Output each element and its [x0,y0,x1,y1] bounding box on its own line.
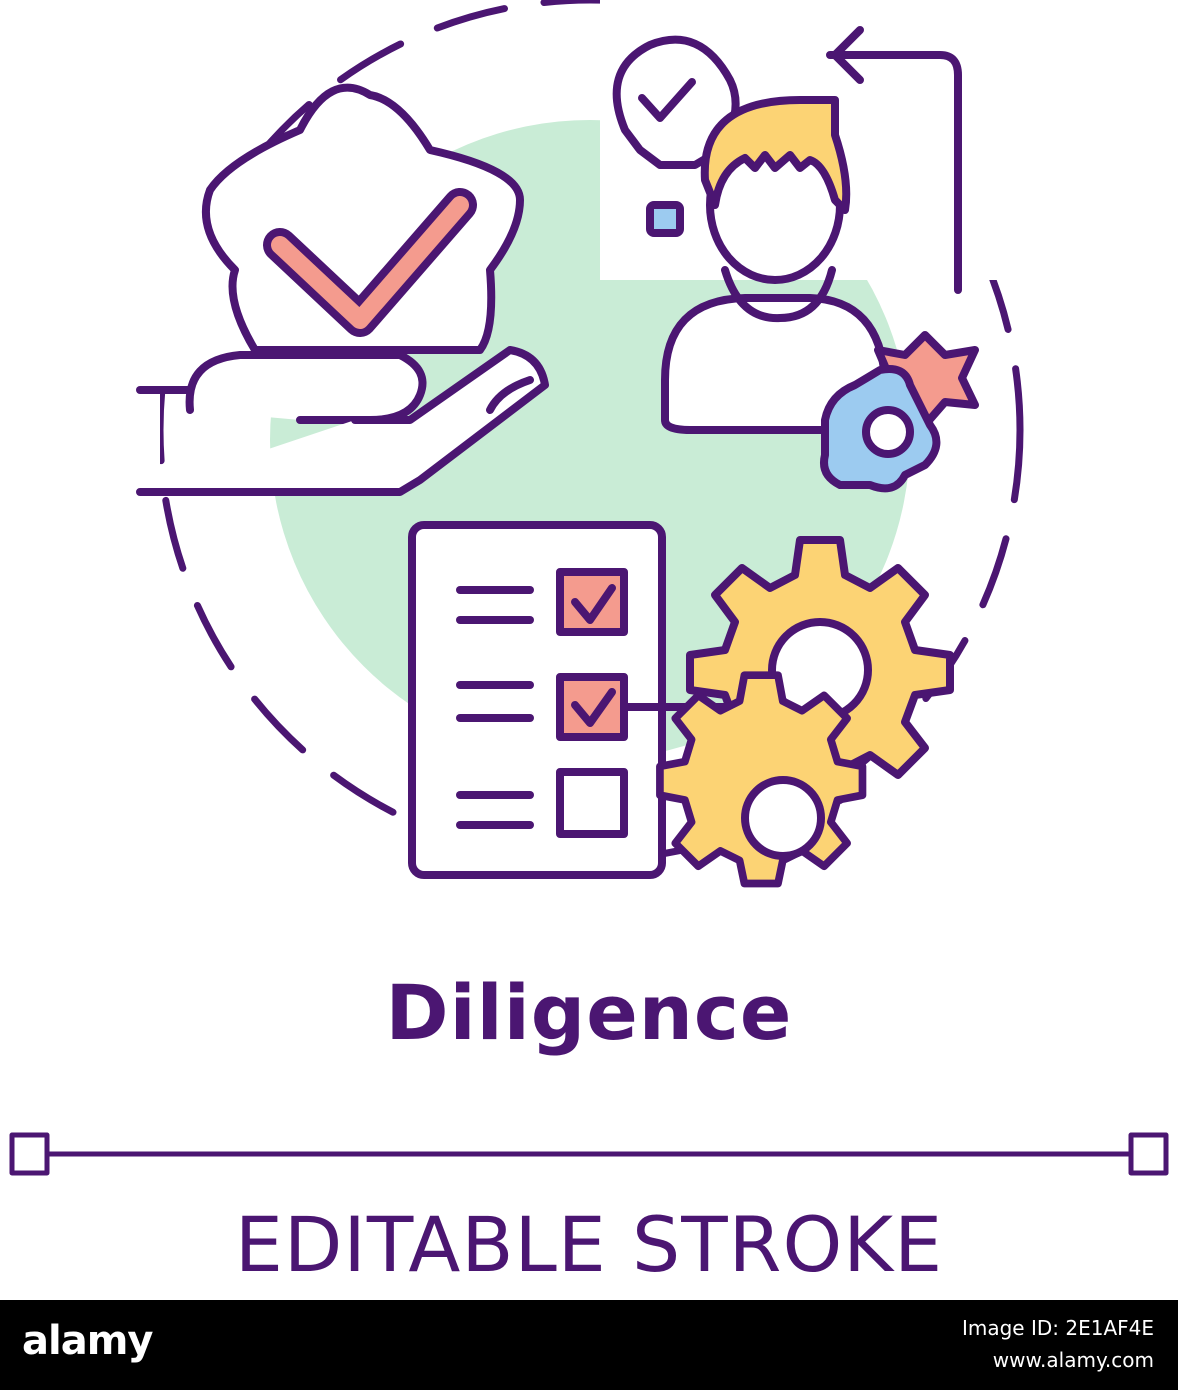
checkbox-icon [556,568,628,636]
image-id: Image ID: 2E1AF4E [961,1316,1154,1340]
brand-logo[interactable]: alamy [22,1318,153,1364]
diligence-illustration [9,0,1169,1176]
cog-icon [656,671,867,888]
gear-icon [820,365,941,493]
lightbulb-icon [612,35,740,237]
open-hand-icon [136,346,549,496]
person-icon [661,96,889,434]
title: Diligence [385,968,793,1057]
site-url[interactable]: www.alamy.com [992,1348,1154,1372]
footer-bar: alamy Image ID: 2E1AF4E www.alamy.com [0,1300,1178,1390]
refresh-arrow-icon [826,26,962,294]
stroke-handle-right [1128,1132,1169,1176]
checklist-icon [408,521,734,879]
editable-stroke-bar [9,1132,1169,1176]
checkbox-icon [556,673,628,741]
subtitle: EDITABLE STROKE [234,1200,944,1289]
image-meta: Image ID: 2E1AF4E www.alamy.com [962,1312,1154,1376]
stroke-handle-left [9,1132,50,1176]
checkbox-icon [556,768,628,838]
star-badge-icon [201,83,524,354]
